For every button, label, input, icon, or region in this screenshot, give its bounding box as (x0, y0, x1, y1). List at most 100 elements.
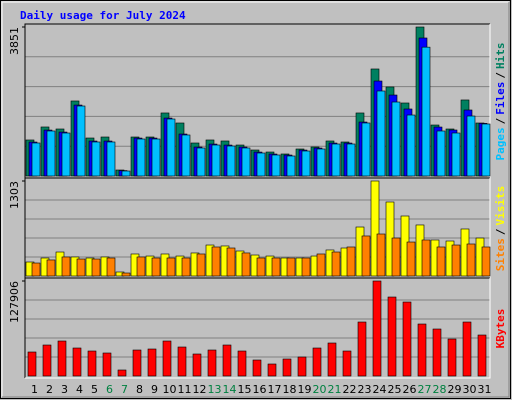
bar (252, 359, 262, 377)
bar (102, 352, 112, 377)
bar (402, 301, 412, 377)
plot-border-light (25, 278, 491, 379)
x-tick-label: 20 (313, 383, 327, 396)
x-tick-label: 17 (268, 383, 282, 396)
bar (447, 338, 457, 377)
x-tick-label: 22 (343, 383, 357, 396)
x-tick-label: 15 (238, 383, 252, 396)
bar (57, 340, 67, 377)
bar (226, 145, 236, 177)
bar (106, 257, 116, 277)
x-tick-label: 13 (208, 383, 222, 396)
bar (316, 253, 326, 277)
bar (372, 280, 382, 377)
bar (301, 150, 311, 177)
legend-entry: Hits (494, 43, 507, 70)
bar (432, 328, 442, 377)
bar (61, 256, 71, 277)
bar (376, 90, 386, 177)
x-tick-label: 21 (328, 383, 342, 396)
legend-separator: / (494, 117, 507, 124)
x-tick-label: 5 (91, 383, 98, 396)
bar (42, 344, 52, 377)
bar (451, 244, 461, 277)
x-tick-label: 10 (163, 383, 177, 396)
x-tick-label: 24 (373, 383, 387, 396)
bar (331, 143, 341, 177)
bar (387, 296, 397, 377)
bar (151, 138, 161, 177)
x-tick-label: 18 (283, 383, 297, 396)
bar (196, 253, 206, 277)
bar (136, 138, 146, 177)
bar (121, 170, 131, 177)
bar (87, 350, 97, 377)
legend-entry: Pages (494, 127, 507, 160)
bar (282, 358, 292, 377)
bar (177, 346, 187, 377)
x-tick-label: 23 (358, 383, 372, 396)
legend-entry: Visits (494, 186, 507, 226)
x-tick-label: 6 (106, 383, 113, 396)
bar (481, 123, 491, 177)
bar (316, 148, 326, 177)
bar (166, 257, 176, 277)
bar (421, 46, 431, 177)
bar (421, 239, 431, 277)
x-tick-label: 30 (463, 383, 477, 396)
bar (481, 246, 491, 277)
bar (327, 342, 337, 377)
x-tick-label: 12 (193, 383, 207, 396)
y-tick-label: 1303 (8, 181, 21, 209)
x-tick-label: 14 (223, 383, 237, 396)
bar (417, 323, 427, 377)
bar (271, 154, 281, 177)
bar (76, 105, 86, 177)
x-tick-label: 31 (478, 383, 492, 396)
bar (121, 272, 131, 277)
x-tick-label: 2 (46, 383, 53, 396)
bar (331, 251, 341, 277)
bar (436, 246, 446, 277)
x-tick-label: 16 (253, 383, 267, 396)
x-tick-label: 7 (121, 383, 128, 396)
legend: Pages / Files / Hits (494, 43, 507, 161)
bar (222, 344, 232, 377)
bar (406, 114, 416, 177)
plot-border (24, 177, 490, 278)
bar (192, 353, 202, 377)
x-tick-label: 19 (298, 383, 312, 396)
bar (162, 340, 172, 377)
legend-entry: Files (494, 82, 507, 115)
bar (27, 351, 37, 377)
bar (147, 348, 157, 377)
bar (256, 257, 266, 277)
x-tick-label: 29 (448, 383, 462, 396)
bar (346, 246, 356, 277)
chart-title: Daily usage for July 2024 (20, 9, 186, 22)
bar (46, 259, 56, 277)
bar (286, 155, 296, 177)
x-tick-label: 27 (418, 383, 432, 396)
legend-entry: KBytes (494, 309, 507, 349)
legend: Sites / Visits (494, 186, 507, 272)
bar (361, 122, 371, 177)
bar (466, 243, 476, 277)
y-tick-label: 127906 (8, 281, 21, 323)
legend: KBytes (494, 309, 507, 349)
x-tick-label: 11 (178, 383, 192, 396)
legend-separator: / (494, 228, 507, 235)
x-tick-label: 3 (61, 383, 68, 396)
x-tick-label: 8 (136, 383, 143, 396)
bar (132, 349, 142, 377)
plot-border (24, 277, 490, 378)
legend-separator: / (494, 72, 507, 79)
bar (207, 349, 217, 377)
legend-entry: Sites (494, 238, 507, 271)
bar (91, 141, 101, 177)
x-tick-label: 28 (433, 383, 447, 396)
